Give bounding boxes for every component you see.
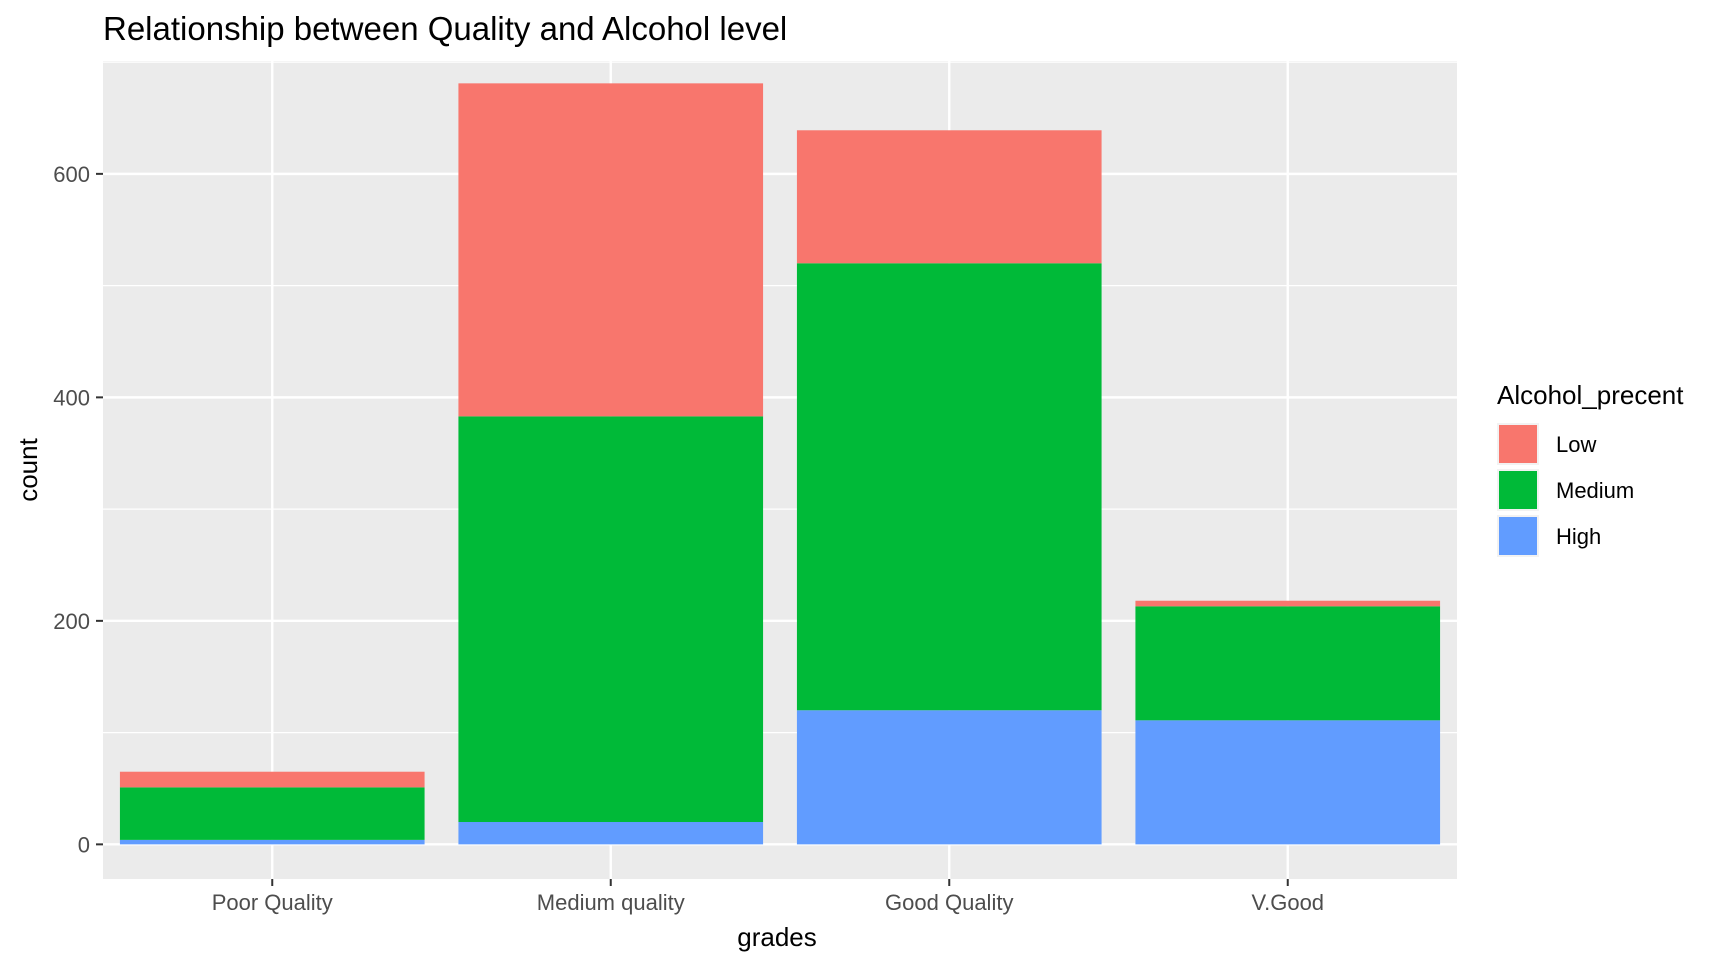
y-tick-label: 600 (53, 162, 90, 187)
x-tick-label: V.Good (1251, 890, 1324, 915)
legend-label-low: Low (1556, 432, 1596, 457)
bars-group (119, 83, 1441, 845)
bar-segment-medium-1 (119, 787, 425, 840)
bar-segment-low-4 (1135, 600, 1441, 607)
bar-segment-high-1 (119, 839, 425, 845)
y-tick-label: 0 (78, 832, 90, 857)
bar-segment-low-2 (458, 83, 764, 417)
legend-title: Alcohol_precent (1497, 380, 1684, 410)
x-tick-label: Good Quality (885, 890, 1013, 915)
x-tick-label: Medium quality (537, 890, 685, 915)
legend-label-high: High (1556, 524, 1601, 549)
x-axis-title: grades (737, 922, 817, 952)
chart-title: Relationship between Quality and Alcohol… (103, 10, 787, 47)
legend-swatch-high (1499, 517, 1537, 555)
bar-segment-high-3 (796, 710, 1102, 845)
bar-segment-low-1 (119, 771, 425, 788)
x-axis: Poor Quality Medium quality Good Quality V.… (212, 879, 1324, 915)
bar-segment-low-3 (796, 130, 1102, 264)
y-tick-label: 400 (53, 385, 90, 410)
bar-segment-medium-3 (796, 263, 1102, 711)
legend-swatch-medium (1499, 471, 1537, 509)
bar-segment-high-2 (458, 822, 764, 845)
bar-segment-medium-4 (1135, 606, 1441, 721)
bar-segment-high-4 (1135, 720, 1441, 845)
y-tick-label: 200 (53, 609, 90, 634)
bar-segment-medium-2 (458, 416, 764, 823)
y-axis-title: count (13, 437, 43, 501)
legend-label-medium: Medium (1556, 478, 1634, 503)
legend-swatch-low (1499, 425, 1537, 463)
y-axis: 0 200 400 600 (53, 162, 103, 857)
legend: Alcohol_precent Low Medium High (1497, 380, 1684, 557)
x-tick-label: Poor Quality (212, 890, 333, 915)
